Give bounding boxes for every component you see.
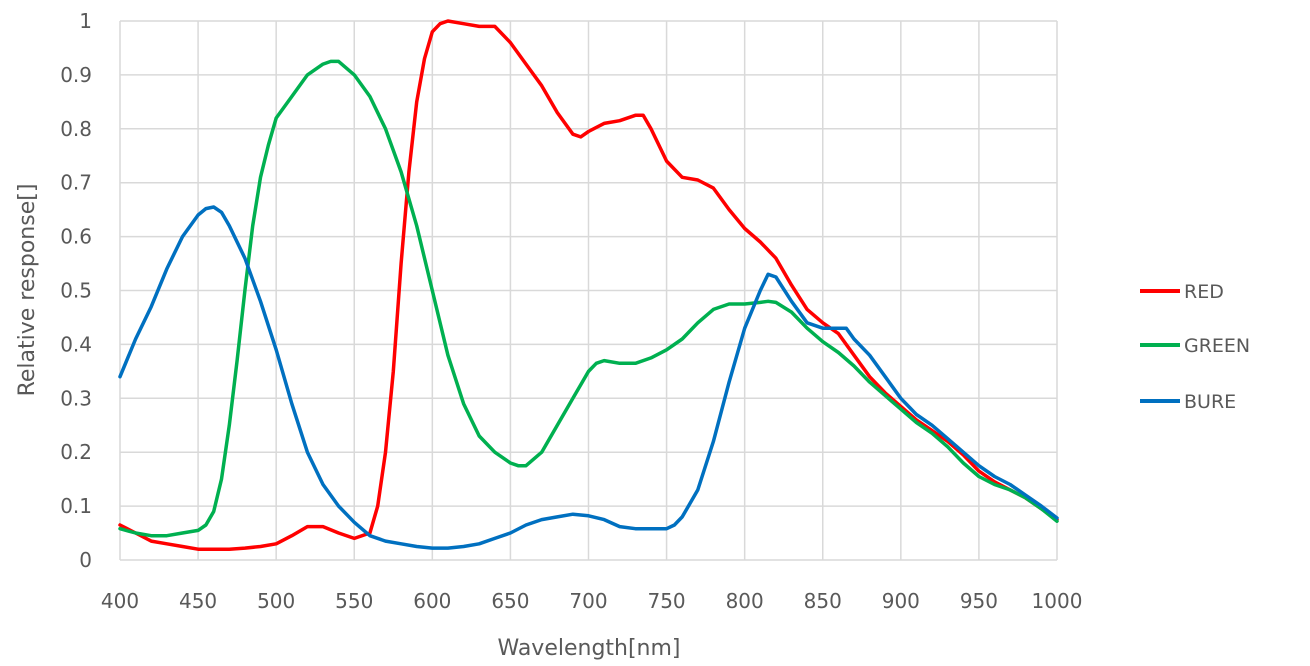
x-axis-ticks: 400 450 500 550 600 650 700 750 800 850 900 950 1000 <box>101 589 1083 613</box>
x-tick-label: 1000 <box>1032 589 1083 613</box>
x-tick-label: 850 <box>804 589 842 613</box>
x-tick-label: 950 <box>960 589 998 613</box>
y-tick-label: 0.1 <box>60 494 92 518</box>
legend-label-red: RED <box>1184 281 1224 303</box>
y-tick-label: 0 <box>79 548 92 572</box>
y-tick-label: 0.5 <box>60 279 92 303</box>
series-lines <box>118 19 1059 551</box>
legend-label-green: GREEN <box>1184 335 1250 357</box>
legend-label-bure: BURE <box>1184 391 1236 413</box>
y-tick-label: 0.4 <box>60 332 92 356</box>
y-tick-label: 1 <box>79 9 92 33</box>
grid <box>119 20 1058 561</box>
y-tick-label: 0.8 <box>60 117 92 141</box>
series-line-red <box>118 19 1059 551</box>
x-tick-label: 650 <box>491 589 529 613</box>
y-tick-label: 0.9 <box>60 63 92 87</box>
y-tick-label: 0.7 <box>60 171 92 195</box>
y-tick-label: 0.6 <box>60 225 92 249</box>
x-tick-label: 700 <box>569 589 607 613</box>
series-line-green <box>118 59 1059 538</box>
y-axis-ticks: 0 0.1 0.2 0.3 0.4 0.5 0.6 0.7 0.8 0.9 1 <box>60 9 92 572</box>
legend: RED GREEN BURE <box>1140 281 1250 413</box>
x-tick-label: 400 <box>101 589 139 613</box>
series-line-bure <box>118 205 1059 550</box>
x-axis-title: Wavelength[nm] <box>497 636 680 661</box>
x-tick-label: 750 <box>647 589 685 613</box>
y-axis-title: Relative response[] <box>15 184 40 397</box>
y-tick-label: 0.2 <box>60 440 92 464</box>
x-tick-label: 600 <box>413 589 451 613</box>
y-tick-label: 0.3 <box>60 386 92 410</box>
x-tick-label: 900 <box>882 589 920 613</box>
x-tick-label: 450 <box>179 589 217 613</box>
x-tick-label: 500 <box>257 589 295 613</box>
x-tick-label: 550 <box>335 589 373 613</box>
x-tick-label: 800 <box>726 589 764 613</box>
